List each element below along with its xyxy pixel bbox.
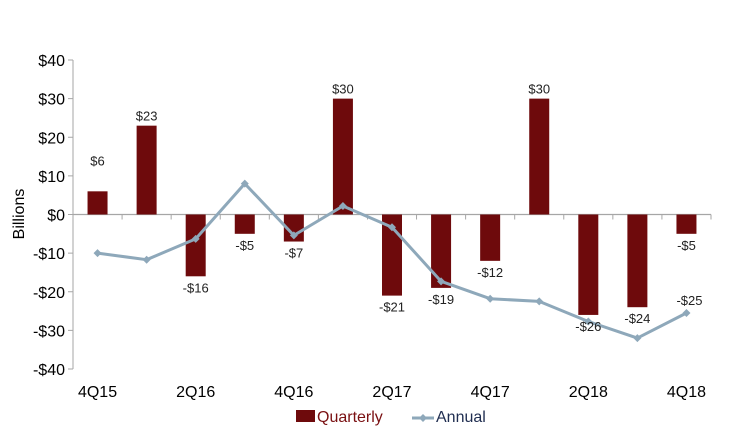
bar-quarterly-3Q16 [234,214,255,234]
bar-data-label: $30 [332,82,354,97]
y-tick-label: $0 [47,208,65,225]
legend-annual-label: Annual [436,409,486,426]
bar-quarterly-2Q16 [185,214,206,277]
bar-data-label: $23 [136,109,158,124]
bars [87,98,697,315]
x-tick-label: 4Q15 [78,384,117,401]
annual-point-2Q17 [388,223,396,232]
bar-quarterly-4Q17 [480,214,501,261]
annual-point-1Q18 [535,297,544,306]
bar-quarterly-1Q18 [529,98,550,215]
legend-quarterly-label: Quarterly [317,409,383,426]
annual-point-4Q16 [289,231,298,240]
bar-data-label: -$5 [235,238,254,253]
bar-data-label: -$21 [379,300,405,315]
legend: Quarterly Annual [296,409,486,426]
y-tick-label: $40 [38,53,65,70]
bar-data-label: -$12 [477,265,503,280]
bar-quarterly-2Q18 [578,214,599,315]
bar-data-label: $30 [528,82,550,97]
y-tick-label: $20 [38,130,65,147]
x-tick-label: 2Q16 [176,384,215,401]
bar-quarterly-1Q17 [332,98,353,215]
bar-data-label: -$5 [677,238,696,253]
bar-quarterly-3Q17 [431,214,452,288]
bar-quarterly-4Q18 [676,214,697,234]
x-tick-label: 2Q18 [569,384,608,401]
bar-quarterly-4Q15 [87,191,108,215]
line-data-label: -$25 [676,293,702,308]
x-tick-label: 4Q18 [667,384,706,401]
y-axis-title: Billions [11,189,28,240]
y-tick-label: $30 [38,92,65,109]
y-tick-label: -$10 [33,246,65,263]
annual-point-4Q18 [682,308,691,317]
annual-point-1Q17 [338,202,347,211]
annual-point-2Q16 [191,234,200,243]
axes: $40 $30 $20 $10 $0 -$10 -$20 -$30 -$40 4Q15 2Q16 4Q… [33,53,712,401]
bar-data-label: -$16 [183,280,209,295]
x-tick-label: 4Q16 [274,384,313,401]
bar-data-label: -$26 [575,319,601,334]
x-tick-label: 4Q17 [471,384,510,401]
legend-annual-marker [419,414,427,422]
annual-point-3Q16 [240,179,249,188]
annual-point-2Q18 [584,317,593,326]
legend-quarterly-swatch [296,410,315,422]
bar-data-label: -$7 [284,246,303,261]
annual-point-1Q16 [142,255,151,264]
y-tick-label: $10 [38,169,65,186]
y-tick-label: -$30 [33,323,65,340]
bar-quarterly-4Q16 [283,214,304,242]
data-labels: $6 $23 -$16 -$5 -$7 $30 -$21 -$19 -$12 $30 -$26 -$2… [90,82,702,334]
bar-data-label: $6 [90,153,104,168]
bar-quarterly-3Q18 [627,214,648,308]
bar-data-label: -$19 [428,292,454,307]
x-tick-label: 2Q17 [372,384,411,401]
bar-quarterly-1Q16 [136,125,157,215]
annual-point-4Q17 [486,294,495,303]
y-tick-label: -$20 [33,285,65,302]
annual-point-3Q18 [633,334,642,343]
y-tick-label: -$40 [33,362,65,379]
annual-point-4Q15 [93,249,102,258]
annual-line-series [93,179,691,343]
annual-point-3Q17 [437,277,446,286]
bar-data-label: -$24 [624,311,650,326]
